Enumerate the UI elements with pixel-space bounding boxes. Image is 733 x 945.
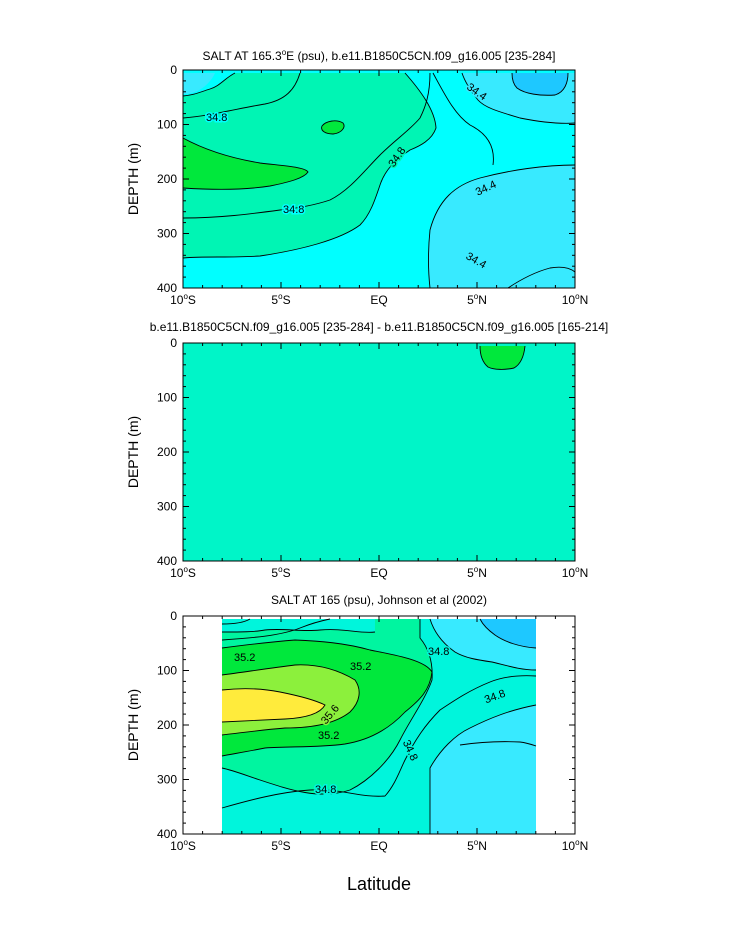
panel-1-contour-f xyxy=(183,72,431,219)
panel-3-contour-e xyxy=(221,619,433,795)
panel-1-fill-low-region xyxy=(428,165,575,288)
panel-1-fill-topright-deep xyxy=(512,73,568,96)
panel-3-clabel-5: 34.8 xyxy=(428,646,449,658)
panel-3-contour-j xyxy=(459,741,537,747)
panel-3-contour-k xyxy=(221,618,331,641)
panel-2-contour-a xyxy=(479,345,526,370)
panel-1-xtick-label: 10oN xyxy=(562,292,588,307)
panel-1-fill-topleft xyxy=(183,73,215,94)
panel-1-clabel-1: 34.8 xyxy=(206,112,227,124)
panel-1: 34.8 34.8 34.8 34.4 34.4 34.4 SALT AT 16… xyxy=(125,48,588,307)
panel-2-ytick-label: 100 xyxy=(157,391,177,405)
panel-1-ytick-label: 300 xyxy=(157,227,177,241)
panel-2-xtick-label: 10oS xyxy=(170,565,196,580)
panel-3-xtick-label: EQ xyxy=(370,839,387,853)
panel-3-fills xyxy=(222,619,536,834)
panel-1-contour-c xyxy=(183,72,437,259)
panel-1-fills xyxy=(183,70,575,288)
panel-2-xtick-label: 5oS xyxy=(271,565,290,580)
panel-3-xtick-label: 10oN xyxy=(562,838,588,853)
panel-3-contour-a xyxy=(221,628,376,633)
panel-3-contour-g xyxy=(429,618,537,671)
panel-3-ylabel: DEPTH (m) xyxy=(125,689,141,761)
panel-3-contour-c xyxy=(221,664,360,736)
panel-3-clabel-1: 35.2 xyxy=(234,652,255,664)
panel-3-contour-l xyxy=(221,618,251,625)
panel-2: b.e11.B1850C5CN.f09_g16.005 [235-284] - … xyxy=(125,320,608,580)
panel-3-clabel-8: 34.8 xyxy=(315,784,336,796)
panel-3-contour-h xyxy=(479,618,537,649)
panel-2-fill-base xyxy=(183,343,575,561)
panel-1-ytick-label: 0 xyxy=(170,63,177,77)
panel-3-fill-lowright xyxy=(430,705,536,834)
panel-2-fill-high xyxy=(480,346,525,370)
panel-1-contour-a xyxy=(183,72,236,97)
panel-2-title: b.e11.B1850C5CN.f09_g16.005 [235-284] - … xyxy=(150,320,609,334)
panel-3-clabel-2: 35.2 xyxy=(350,661,371,673)
panel-3-title: SALT AT 165 (psu), Johnson et al (2002) xyxy=(271,593,487,607)
panel-3-fill-highest xyxy=(222,688,325,722)
panel-1-fill-high xyxy=(183,138,308,190)
panel-3-contours xyxy=(221,618,537,834)
panel-1-contour-b xyxy=(183,72,301,119)
panel-1-fill-high-blob xyxy=(321,120,344,134)
panel-2-xtick-label: EQ xyxy=(370,566,387,580)
panel-2-fills xyxy=(183,343,575,561)
panel-2-ytick-label: 200 xyxy=(157,445,177,459)
panel-1-ytick-label: 100 xyxy=(157,118,177,132)
panel-3-ytick-label: 300 xyxy=(157,773,177,787)
panel-2-axes: 10oS 5oS EQ 5oN 10oN 0 100 200 300 400 xyxy=(157,336,588,580)
panel-2-ytick-label: 400 xyxy=(157,554,177,568)
panel-3-clabel-4: 35.2 xyxy=(318,730,339,742)
panel-3-ytick-label: 200 xyxy=(157,718,177,732)
panel-1-clabel-3: 34.8 xyxy=(283,204,304,216)
panel-2-ytick-label: 0 xyxy=(170,336,177,350)
panel-2-xtick-label: 5oN xyxy=(467,565,487,580)
panel-2-xtick-label: 10oN xyxy=(562,565,588,580)
panel-1-fill-mid xyxy=(183,73,436,258)
panel-1-xtick-label: 5oS xyxy=(271,292,290,307)
panel-1-title: SALT AT 165.3oE (psu), b.e11.B1850C5CN.f… xyxy=(203,48,556,63)
panel-3-fill-topright-deep xyxy=(480,619,536,648)
panel-3-ytick-label: 100 xyxy=(157,664,177,678)
panel-1-contour-g xyxy=(461,72,575,124)
panel-3-contour-b xyxy=(221,639,433,757)
panel-1-contour-k xyxy=(432,72,494,166)
panel-1-xtick-label: EQ xyxy=(370,293,387,307)
panel-1-contour-h xyxy=(511,72,569,96)
panel-1-ytick-label: 200 xyxy=(157,172,177,186)
panel-1-axes: 10oS 5oS EQ 5oN 10oN 0 100 200 300 400 xyxy=(157,63,588,307)
panel-1-contours xyxy=(183,72,575,288)
panel-3-xtick-label: 10oS xyxy=(170,838,196,853)
panel-1-xtick-label: 10oS xyxy=(170,292,196,307)
panel-3-axes: 10oS 5oS EQ 5oN 10oN 0 100 200 300 400 xyxy=(157,609,588,853)
panel-1-xtick-label: 5oN xyxy=(467,292,487,307)
panel-2-ylabel: DEPTH (m) xyxy=(125,416,141,488)
panel-1-contour-e xyxy=(321,120,345,135)
panel-1-contour-j xyxy=(507,266,575,288)
panel-1-title-main: SALT AT 165.3 xyxy=(203,49,282,63)
panel-3-contour-i xyxy=(429,704,537,834)
panel-1-title-rest: E (psu), b.e11.B1850C5CN.f09_g16.005 [23… xyxy=(286,49,555,63)
panel-3-xtick-label: 5oN xyxy=(467,838,487,853)
panel-3-contour-f xyxy=(221,675,537,809)
panel-3-ytick-label: 400 xyxy=(157,827,177,841)
panel-1-contour-i xyxy=(428,164,575,288)
panel-1-title-degree: o xyxy=(282,48,287,57)
panel-3-contour-d xyxy=(221,688,326,723)
panel-3: 35.2 35.2 35.6 35.2 34.8 34.8 34.8 34.8 … xyxy=(125,593,588,894)
panel-3-xtick-label: 5oS xyxy=(271,838,290,853)
panel-1-ylabel: DEPTH (m) xyxy=(125,143,141,215)
panel-3-xlabel: Latitude xyxy=(347,874,411,894)
panel-1-ytick-label: 400 xyxy=(157,281,177,295)
panel-3-ytick-label: 0 xyxy=(170,609,177,623)
panel-2-ytick-label: 300 xyxy=(157,500,177,514)
panel-1-contour-d xyxy=(183,137,309,190)
